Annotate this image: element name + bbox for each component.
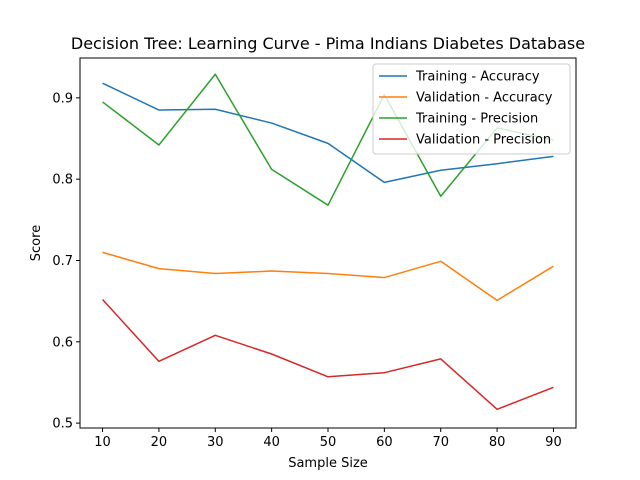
x-tick-label: 40 <box>263 435 280 450</box>
x-tick-label: 10 <box>94 435 111 450</box>
x-axis-ticks: 10 20 30 40 50 60 70 80 90 <box>94 428 562 450</box>
series-line-2 <box>102 251 554 302</box>
chart-title: Decision Tree: Learning Curve - Pima Ind… <box>71 34 585 53</box>
x-tick-label: 70 <box>432 435 449 450</box>
y-axis-ticks: 0.5 0.6 0.7 0.8 0.9 <box>52 91 80 432</box>
x-tick-label: 80 <box>489 435 506 450</box>
x-tick-label: 60 <box>376 435 393 450</box>
y-tick-label: 0.6 <box>52 335 73 350</box>
legend-label-4: Validation - Precision <box>416 133 551 148</box>
legend-label-1: Training - Accuracy <box>415 70 540 85</box>
y-tick-label: 0.8 <box>52 173 73 188</box>
y-tick-label: 0.9 <box>52 91 73 106</box>
legend-label-2: Validation - Accuracy <box>416 91 553 106</box>
legend: Training - Accuracy Validation - Accuracy… <box>372 63 571 155</box>
legend-box <box>372 63 571 155</box>
series-line-4 <box>101 299 554 411</box>
x-tick-label: 90 <box>545 435 562 450</box>
y-axis-label: Score <box>29 225 44 261</box>
x-axis-label: Sample Size <box>288 456 368 471</box>
y-tick-label: 0.7 <box>52 254 73 269</box>
series-line-1 <box>102 82 554 184</box>
x-tick-label: 50 <box>320 435 337 450</box>
y-tick-label: 0.5 <box>52 417 73 432</box>
x-tick-label: 30 <box>207 435 224 450</box>
x-tick-label: 20 <box>151 435 168 450</box>
legend-label-3: Training - Precision <box>415 112 538 127</box>
